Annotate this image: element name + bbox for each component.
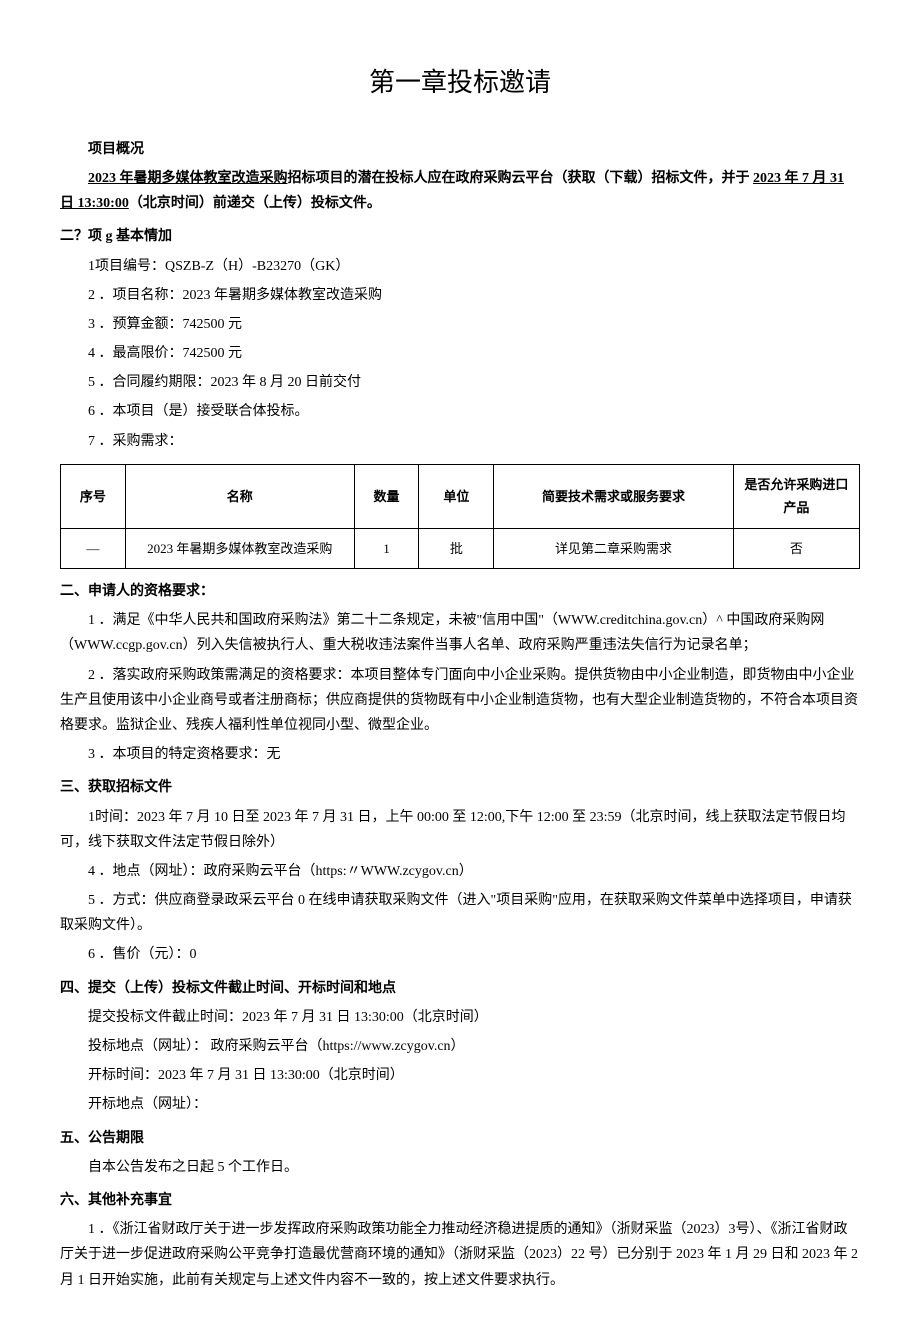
intro-text-2: （北京时间）前递交（上传）投标文件。 <box>129 196 381 211</box>
basic-item-5: 5 ．合同履约期限：2023 年 8 月 20 日前交付 <box>60 370 860 395</box>
applicant-item-2: 2 ．落实政府采购政策需满足的资格要求：本项目整体专门面向中小企业采购。提供货物… <box>60 663 860 739</box>
basic-item-4: 4 ．最高限价：742500 元 <box>60 341 860 366</box>
chapter-title: 第一章投标邀请 <box>60 60 860 107</box>
basic-item-1: 1项目编号：QSZB-Z（H）-B23270（GK） <box>60 254 860 279</box>
td-name: 2023 年暑期多媒体教室改造采购 <box>125 528 354 568</box>
section-obtain-header: 三、获取招标文件 <box>60 775 860 800</box>
other-text: 1 ．《浙江省财政厅关于进一步发挥政府采购政策功能全力推动经济稳进提质的通知》（… <box>60 1217 860 1293</box>
submit-item-2: 投标地点（网址）： 政府采购云平台（https://www.zcygov.cn） <box>60 1034 860 1059</box>
section-applicant-header: 二、申请人的资格要求： <box>60 579 860 604</box>
section-submit-header: 四、提交（上传）投标文件截止时间、开标时间和地点 <box>60 976 860 1001</box>
obtain-item-2: 4 ．地点（网址）：政府采购云平台（https:〃WWW.zcygov.cn） <box>60 859 860 884</box>
obtain-item-1: 1时间：2023 年 7 月 10 日至 2023 年 7 月 31 日，上午 … <box>60 805 860 855</box>
basic-item-2: 2 ．项目名称：2023 年暑期多媒体教室改造采购 <box>60 283 860 308</box>
obtain-item-4: 6 ．售价（元）：0 <box>60 942 860 967</box>
th-import: 是否允许采购进口产品 <box>733 464 859 528</box>
table-row: — 2023 年暑期多媒体教室改造采购 1 批 详见第二章采购需求 否 <box>61 528 860 568</box>
td-seq: — <box>61 528 126 568</box>
basic-item-7: 7 ．采购需求： <box>60 429 860 454</box>
submit-item-3: 开标时间：2023 年 7 月 31 日 13:30:00（北京时间） <box>60 1063 860 1088</box>
section-other-header: 六、其他补充事宜 <box>60 1188 860 1213</box>
submit-item-4: 开标地点（网址）： <box>60 1092 860 1117</box>
basic-item-3: 3 ．预算金额：742500 元 <box>60 312 860 337</box>
applicant-item-3: 3 ．本项目的特定资格要求：无 <box>60 742 860 767</box>
submit-item-1: 提交投标文件截止时间：2023 年 7 月 31 日 13:30:00（北京时间… <box>60 1005 860 1030</box>
table-header-row: 序号 名称 数量 单位 简要技术需求或服务要求 是否允许采购进口产品 <box>61 464 860 528</box>
td-import: 否 <box>733 528 859 568</box>
applicant-item-1: 1 ．满足《中华人民共和国政府采购法》第二十二条规定，未被"信用中国"（WWW.… <box>60 608 860 658</box>
td-req: 详见第二章采购需求 <box>494 528 733 568</box>
intro-text-1: 招标项目的潜在投标人应在政府采购云平台（获取（下载）招标文件，并于 <box>288 171 754 186</box>
procurement-table: 序号 名称 数量 单位 简要技术需求或服务要求 是否允许采购进口产品 — 202… <box>60 464 860 569</box>
th-qty: 数量 <box>354 464 419 528</box>
th-unit: 单位 <box>419 464 494 528</box>
section-period-header: 五、公告期限 <box>60 1126 860 1151</box>
section-basic-header: 二？项 g 基本情加 <box>60 224 860 249</box>
intro-paragraph: 2023 年暑期多媒体教室改造采购招标项目的潜在投标人应在政府采购云平台（获取（… <box>60 166 860 216</box>
obtain-item-3: 5 ．方式：供应商登录政采云平台 0 在线申请获取采购文件（进入"项目采购"应用… <box>60 888 860 938</box>
th-req: 简要技术需求或服务要求 <box>494 464 733 528</box>
th-seq: 序号 <box>61 464 126 528</box>
basic-item-6: 6 ．本项目（是）接受联合体投标。 <box>60 399 860 424</box>
td-unit: 批 <box>419 528 494 568</box>
overview-label: 项目概况 <box>60 137 860 162</box>
td-qty: 1 <box>354 528 419 568</box>
period-text: 自本公告发布之日起 5 个工作日。 <box>60 1155 860 1180</box>
intro-project-name: 2023 年暑期多媒体教室改造采购 <box>88 171 288 186</box>
th-name: 名称 <box>125 464 354 528</box>
